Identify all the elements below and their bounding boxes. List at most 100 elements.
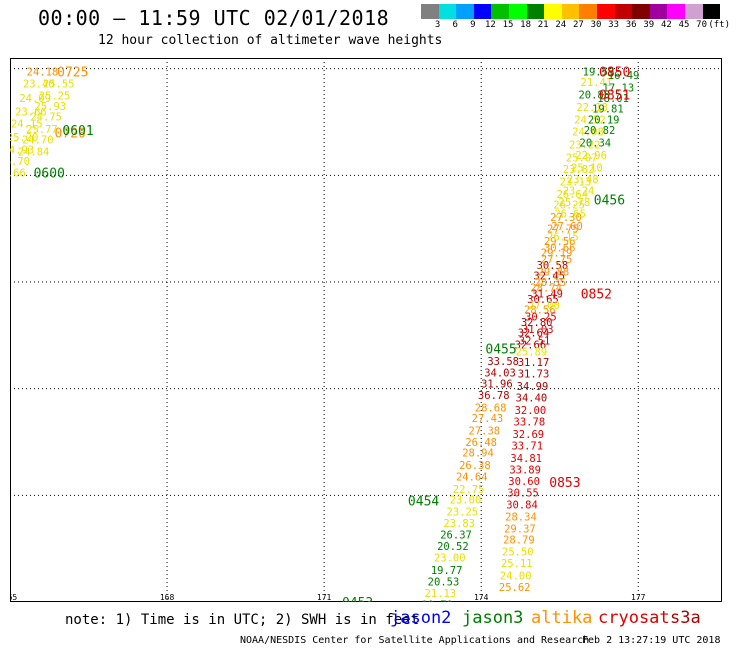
color-scale-label: 21 xyxy=(537,20,549,30)
color-swatch xyxy=(526,4,545,19)
wave-height-point: 19.79 xyxy=(421,600,453,602)
wave-height-point: 34.81 xyxy=(510,453,542,465)
pass-time-label: 0853 xyxy=(549,476,580,491)
wave-height-point: 31.73 xyxy=(518,369,550,381)
color-scale-label: 36 xyxy=(625,20,637,30)
wave-height-point: 26.66 xyxy=(10,168,26,180)
legend-item-altika: altika xyxy=(531,608,593,628)
pass-time-label: 0852 xyxy=(581,288,612,303)
color-scale-label: 30 xyxy=(590,20,602,30)
wave-height-point: 23.83 xyxy=(443,518,475,530)
y-tick-label: 38 xyxy=(10,171,11,180)
wave-height-point: 23.00 xyxy=(434,553,466,565)
color-swatch xyxy=(614,4,633,19)
color-swatch xyxy=(667,4,685,19)
y-tick-label: 36 xyxy=(10,278,11,287)
wave-height-point: 34.03 xyxy=(484,368,516,380)
y-tick-label: 30 xyxy=(10,598,11,602)
wave-height-point: 18.01 xyxy=(597,93,629,105)
color-swatch xyxy=(438,4,457,19)
wave-height-point: 20.53 xyxy=(428,577,460,589)
wave-height-point: 25.10 xyxy=(571,162,603,174)
wave-height-point: 29.19 xyxy=(541,248,573,260)
map-grid xyxy=(10,58,722,602)
page-subtitle: 12 hour collection of altimeter wave hei… xyxy=(98,33,443,48)
wave-height-point: 28.56 xyxy=(524,305,556,317)
wave-height-point: 32.64 xyxy=(518,328,550,340)
wave-height-point: 21.13 xyxy=(425,588,457,600)
x-tick-label: 168 xyxy=(160,593,175,602)
color-scale-label: 6 xyxy=(452,20,458,30)
wave-height-point: 26.64 xyxy=(556,189,588,201)
color-swatch xyxy=(649,4,668,19)
color-scale-label: 24 xyxy=(555,20,567,30)
wave-height-point: 30.65 xyxy=(527,294,559,306)
wave-height-point: 34.99 xyxy=(517,381,549,393)
color-swatch xyxy=(473,4,492,19)
wave-height-point: 27.75 xyxy=(547,224,579,236)
wave-height-point: 27.60 xyxy=(551,221,583,233)
wave-height-point: 34.40 xyxy=(516,393,548,405)
map-frame xyxy=(10,58,722,602)
wave-height-point: 22.75 xyxy=(453,484,485,496)
legend-item-s3a: s3a xyxy=(670,608,701,628)
wave-height-point: 24.15 xyxy=(11,119,43,131)
wave-height-point: 25.55 xyxy=(43,79,75,91)
wave-height-point: 20.19 xyxy=(588,114,620,126)
color-swatch xyxy=(508,4,527,19)
wave-height-point: 29.88 xyxy=(538,266,570,278)
color-swatch xyxy=(684,4,703,19)
wave-height-point: 26.15 xyxy=(547,232,579,244)
color-scale-label: 70 xyxy=(696,20,708,30)
wave-height-point: 23.48 xyxy=(567,174,599,186)
wave-height-point: 25.93 xyxy=(35,101,67,113)
color-scale-swatches xyxy=(421,4,721,19)
wave-height-point: 27.00 xyxy=(528,300,560,312)
color-swatch xyxy=(632,4,650,19)
wave-height-point: 25.11 xyxy=(501,558,533,570)
pass-time-label: 0456 xyxy=(594,193,625,208)
wave-height-point: 32.00 xyxy=(515,405,547,417)
color-scale-label: 3 xyxy=(434,20,441,30)
wave-height-point: 25.78 xyxy=(559,197,591,209)
color-scale-bar: 3 6 9 12 15 18 21 24 27 30 33 36 39 42 45 70 (ft) xyxy=(421,4,730,31)
color-scale-label: 9 xyxy=(470,20,476,30)
pass-time-label: 0455 xyxy=(485,343,516,358)
page-title: 00:00 — 11:59 UTC 02/01/2018 xyxy=(38,6,390,30)
wave-height-point: 25.20 xyxy=(10,132,38,144)
wave-height-point: 23.13 xyxy=(560,177,592,189)
pass-time-label: 0720 xyxy=(55,127,86,142)
y-tick-label: 34 xyxy=(10,385,11,394)
color-swatch xyxy=(579,4,597,19)
color-scale-label: 42 xyxy=(660,20,672,30)
color-scale-label: 45 xyxy=(678,20,690,30)
wave-height-point: 23.40 xyxy=(23,79,55,91)
x-tick-label: 177 xyxy=(631,593,646,602)
wave-height-point: 20.82 xyxy=(584,125,616,137)
wave-height-point: 32.80 xyxy=(521,317,553,329)
wave-height-point: 30.25 xyxy=(525,312,557,324)
wave-height-point: 28.34 xyxy=(505,512,537,524)
wave-height-point: 26.38 xyxy=(459,460,491,472)
wave-height-point: 28.79 xyxy=(503,535,535,547)
wave-height-point: 27.38 xyxy=(469,425,501,437)
wave-height-point: 32.51 xyxy=(519,336,551,348)
wave-height-point: 26.70 xyxy=(10,156,30,168)
color-scale-label: 33 xyxy=(608,20,620,30)
wave-height-point: 21.41 xyxy=(581,77,613,89)
wave-height-point: 27.30 xyxy=(550,212,582,224)
wave-height-point: 33.78 xyxy=(514,417,546,429)
pass-time-label: 0851 xyxy=(599,88,630,103)
wave-height-point: 24.09 xyxy=(19,93,51,105)
wave-height-point: 23.22 xyxy=(569,139,601,151)
wave-height-point: 33.71 xyxy=(511,441,543,453)
color-scale-label: 12 xyxy=(484,20,496,30)
wave-height-point: 24.93 xyxy=(10,145,34,157)
wave-height-point: 20.34 xyxy=(580,137,612,149)
color-scale-label: (ft) xyxy=(708,20,731,30)
wave-height-point: 19.77 xyxy=(431,565,463,577)
pass-time-label: 0850 xyxy=(599,65,630,80)
wave-height-point: 25.62 xyxy=(499,582,531,594)
